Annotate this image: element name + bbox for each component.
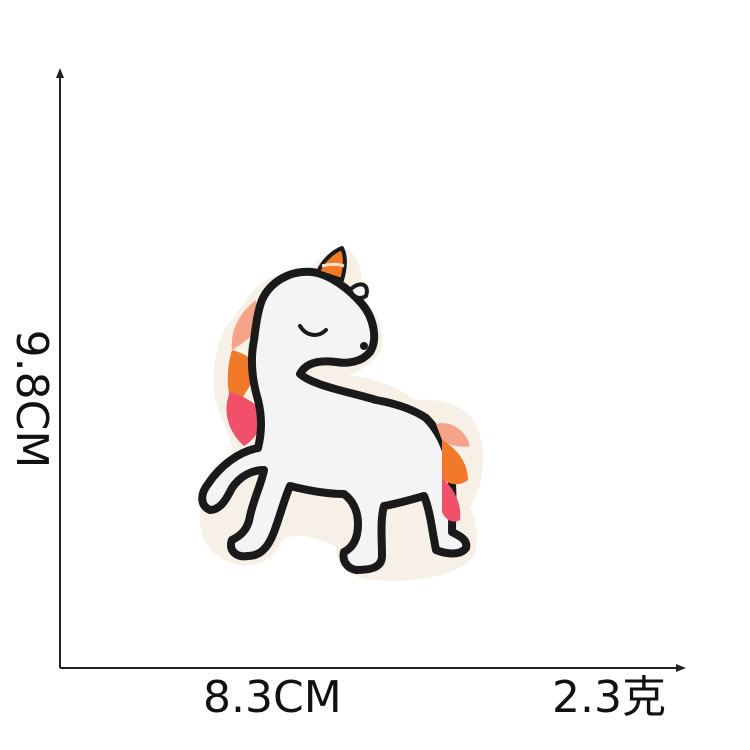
mane-peach (231, 300, 258, 350)
weight-label: 2.3克 (552, 672, 666, 723)
tail-pink (442, 478, 461, 522)
nostril (360, 342, 368, 350)
height-label: 9.8CM (6, 329, 57, 469)
ear (347, 282, 369, 300)
tail-orange (442, 440, 468, 485)
vertical-axis-arrow (56, 68, 64, 78)
unicorn-body (198, 267, 471, 574)
width-label: 8.3CM (203, 672, 342, 723)
horn-stripe (321, 263, 345, 268)
tail-peach (436, 423, 470, 447)
closed-eye (298, 324, 328, 337)
unicorn-patch-image (198, 246, 484, 581)
horizontal-axis-arrow (676, 664, 686, 672)
